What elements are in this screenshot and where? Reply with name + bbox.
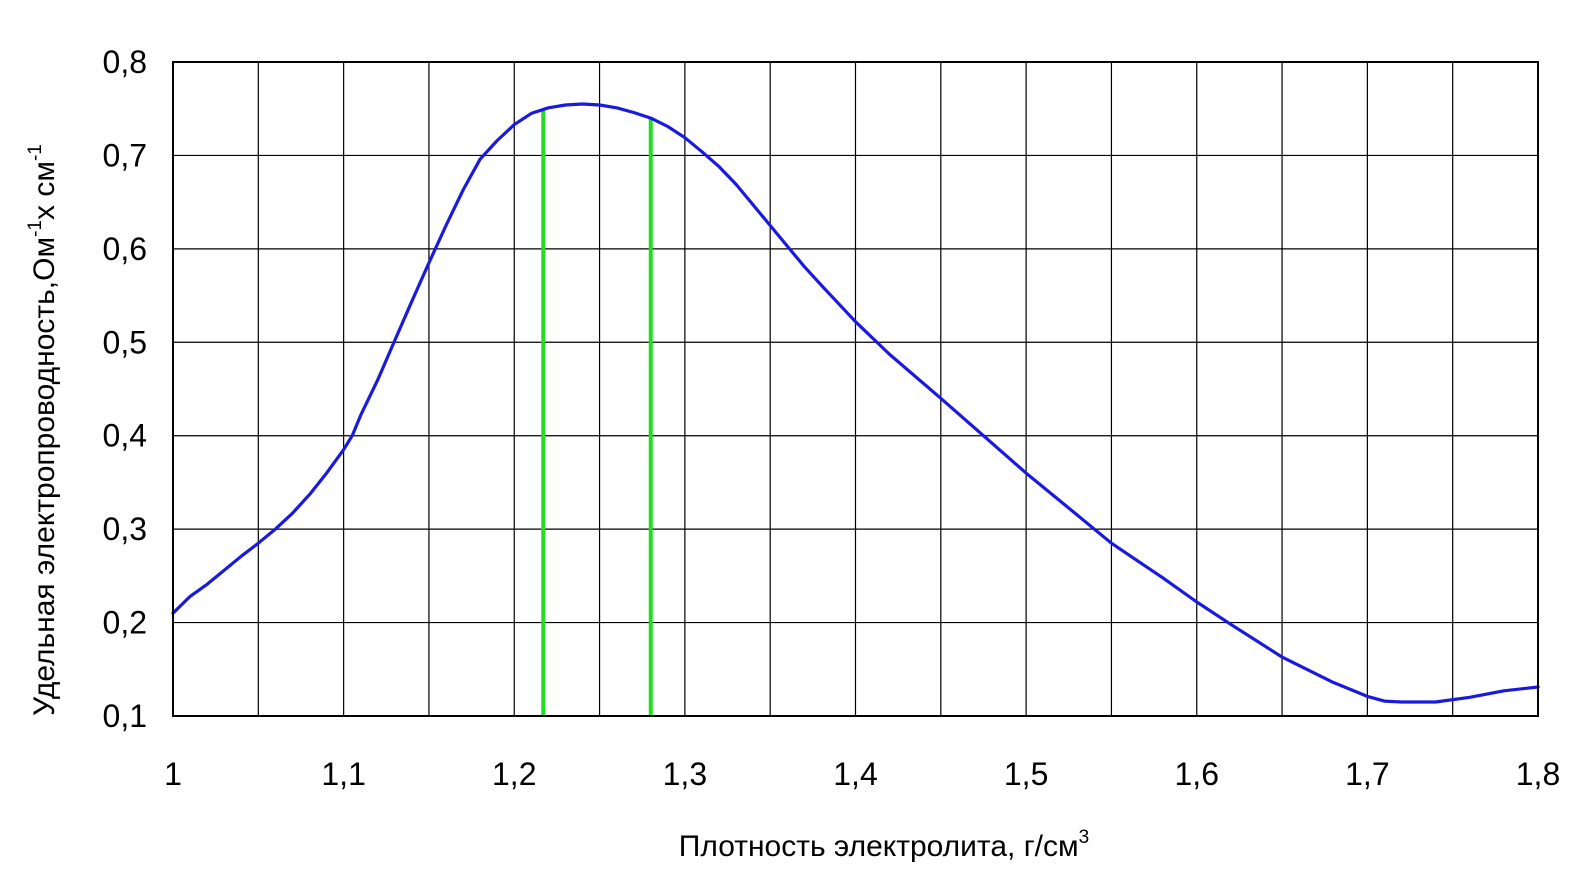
x-tick-label: 1,4 xyxy=(833,756,877,792)
y-tick-label: 0,5 xyxy=(103,324,147,360)
y-axis-tick-labels: 0,1 0,2 0,3 0,4 0,5 0,6 0,7 0,8 xyxy=(103,44,147,734)
x-axis-tick-labels: 1 1,1 1,2 1,3 1,4 1,5 1,6 1,7 1,8 xyxy=(164,756,1560,792)
x-tick-label: 1,7 xyxy=(1345,756,1389,792)
x-tick-label: 1,8 xyxy=(1516,756,1560,792)
series-line-1 xyxy=(171,102,1540,704)
x-axis-title-superscript: 3 xyxy=(1079,827,1090,848)
y-tick-label: 0,1 xyxy=(103,698,147,734)
y-tick-label: 0,6 xyxy=(103,231,147,267)
x-tick-label: 1,1 xyxy=(321,756,365,792)
x-tick-label: 1 xyxy=(164,756,182,792)
y-axis-title-text-2: х см xyxy=(28,161,61,220)
y-axis-title-text-1: Удельная электропроводность,Ом xyxy=(28,237,61,716)
y-tick-label: 0,3 xyxy=(103,511,147,547)
grid xyxy=(172,61,1539,717)
y-tick-label: 0,2 xyxy=(103,605,147,641)
reference-lines xyxy=(541,109,653,716)
x-tick-label: 1,6 xyxy=(1175,756,1219,792)
y-axis-title-superscript-2: -1 xyxy=(25,144,46,161)
x-tick-label: 1,2 xyxy=(492,756,536,792)
y-axis-title-superscript-1: -1 xyxy=(25,220,46,237)
series xyxy=(171,102,1540,704)
x-axis-title: Плотность электролита, г/см3 xyxy=(679,827,1089,863)
x-tick-label: 1,3 xyxy=(663,756,707,792)
y-tick-label: 0,7 xyxy=(103,137,147,173)
y-tick-label: 0,8 xyxy=(103,44,147,80)
y-axis-title: Удельная электропроводность,Ом-1х см-1 xyxy=(25,144,61,716)
x-tick-label: 1,5 xyxy=(1004,756,1048,792)
y-tick-label: 0,4 xyxy=(103,418,147,454)
x-axis-title-text: Плотность электролита, г/см xyxy=(679,830,1079,863)
plot-area-frame xyxy=(172,61,1539,717)
